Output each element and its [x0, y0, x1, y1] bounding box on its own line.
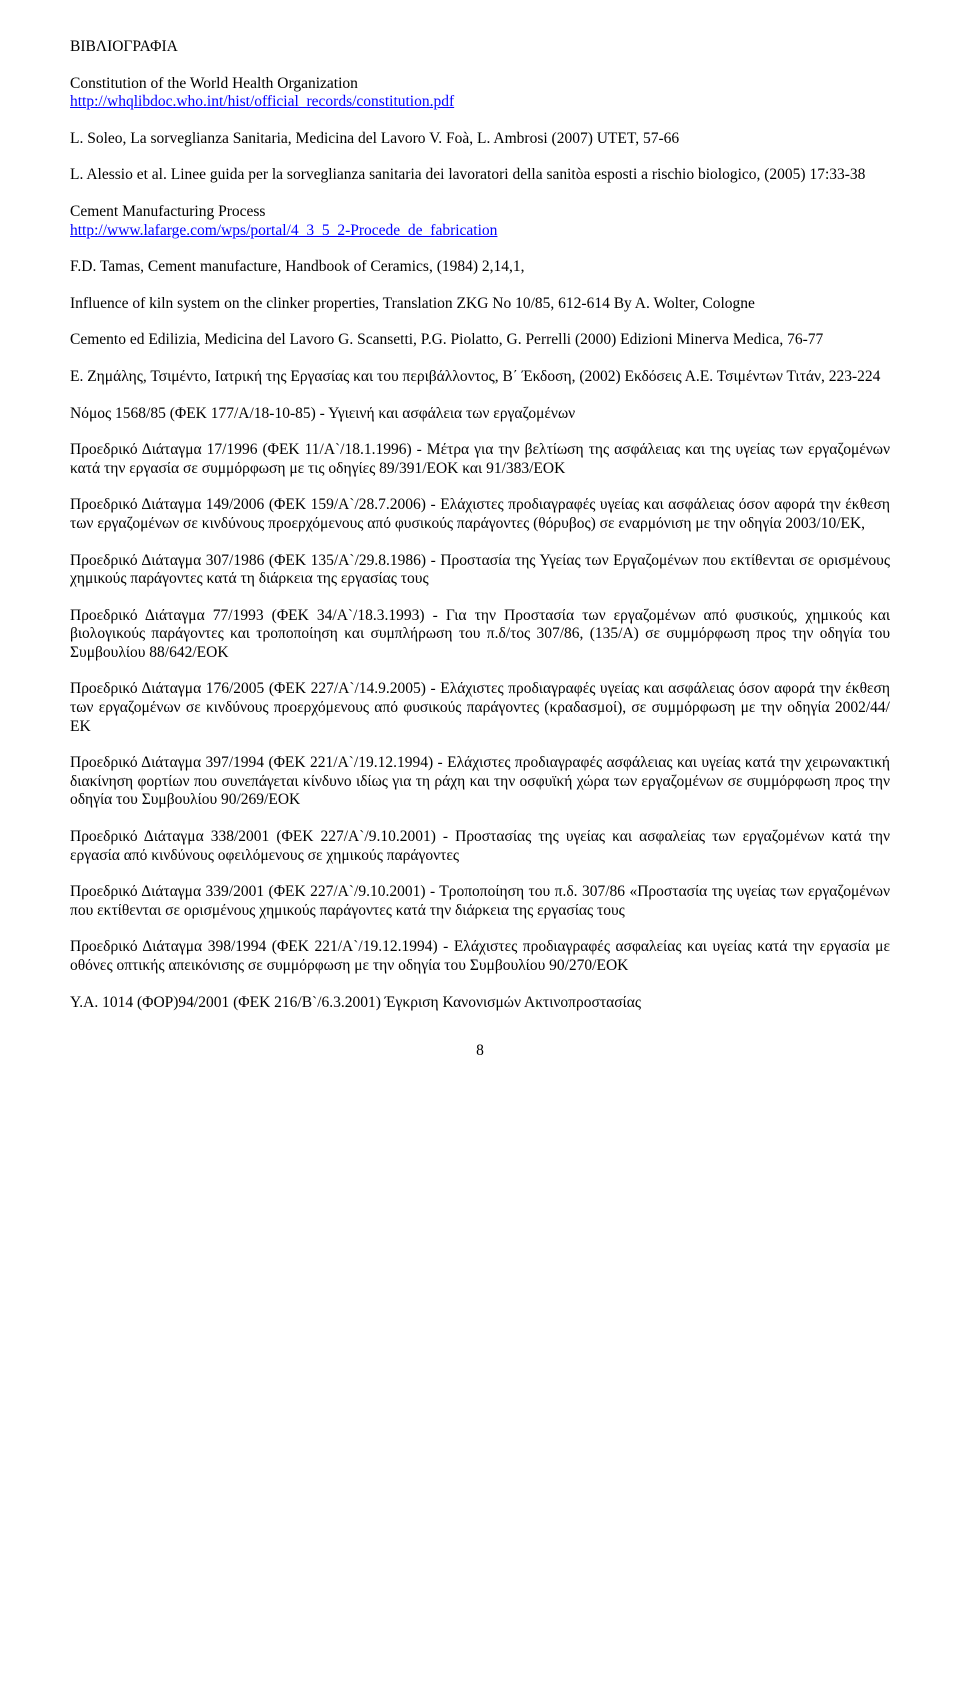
reference-text: Νόμος 1568/85 (ΦΕΚ 177/Α/18-10-85) - Υγι…	[70, 405, 575, 422]
reference-text: Προεδρικό Διάταγμα 398/1994 (ΦΕΚ 221/Α`/…	[70, 938, 890, 974]
reference-link[interactable]: http://www.lafarge.com/wps/portal/4_3_5_…	[70, 222, 497, 239]
bibliography-entry: L. Alessio et al. Linee guida per la sor…	[70, 166, 890, 185]
bibliography-entry: Constitution of the World Health Organiz…	[70, 75, 890, 112]
bibliography-entry: Προεδρικό Διάταγμα 149/2006 (ΦΕΚ 159/Α`/…	[70, 496, 890, 533]
reference-text: F.D. Tamas, Cement manufacture, Handbook…	[70, 258, 525, 275]
bibliography-entry: Προεδρικό Διάταγμα 339/2001 (ΦΕΚ 227/Α`/…	[70, 883, 890, 920]
bibliography-entry: Cemento ed Edilizia, Medicina del Lavoro…	[70, 331, 890, 350]
reference-text: Cement Manufacturing Process	[70, 203, 265, 220]
reference-text: Προεδρικό Διάταγμα 338/2001 (ΦΕΚ 227/Α`/…	[70, 828, 890, 864]
reference-text: Προεδρικό Διάταγμα 397/1994 (ΦΕΚ 221/Α`/…	[70, 754, 890, 808]
reference-text: L. Alessio et al. Linee guida per la sor…	[70, 166, 865, 183]
bibliography-entry: Προεδρικό Διάταγμα 307/1986 (ΦΕΚ 135/Α`/…	[70, 552, 890, 589]
reference-text: Προεδρικό Διάταγμα 307/1986 (ΦΕΚ 135/Α`/…	[70, 552, 890, 588]
reference-text: Constitution of the World Health Organiz…	[70, 75, 358, 92]
bibliography-entry: Προεδρικό Διάταγμα 77/1993 (ΦΕΚ 34/Α`/18…	[70, 607, 890, 663]
bibliography-entries: Constitution of the World Health Organiz…	[70, 75, 890, 1013]
bibliography-entry: Νόμος 1568/85 (ΦΕΚ 177/Α/18-10-85) - Υγι…	[70, 405, 890, 424]
reference-text: Προεδρικό Διάταγμα 77/1993 (ΦΕΚ 34/Α`/18…	[70, 607, 890, 661]
bibliography-entry: Προεδρικό Διάταγμα 338/2001 (ΦΕΚ 227/Α`/…	[70, 828, 890, 865]
bibliography-entry: Προεδρικό Διάταγμα 176/2005 (ΦΕΚ 227/Α`/…	[70, 680, 890, 736]
reference-text: Προεδρικό Διάταγμα 149/2006 (ΦΕΚ 159/Α`/…	[70, 496, 890, 532]
reference-text: Ε. Ζημάλης, Τσιμέντο, Ιατρική της Εργασί…	[70, 368, 880, 385]
bibliography-title: ΒΙΒΛΙΟΓΡΑΦΙΑ	[70, 38, 890, 57]
reference-text: Προεδρικό Διάταγμα 17/1996 (ΦΕΚ 11/Α`/18…	[70, 441, 890, 477]
page-number: 8	[70, 1042, 890, 1061]
reference-text: Προεδρικό Διάταγμα 176/2005 (ΦΕΚ 227/Α`/…	[70, 680, 890, 734]
bibliography-entry: Προεδρικό Διάταγμα 397/1994 (ΦΕΚ 221/Α`/…	[70, 754, 890, 810]
bibliography-entry: F.D. Tamas, Cement manufacture, Handbook…	[70, 258, 890, 277]
bibliography-entry: Υ.Α. 1014 (ΦΟΡ)94/2001 (ΦΕΚ 216/Β`/6.3.2…	[70, 994, 890, 1013]
bibliography-entry: L. Soleo, La sorveglianza Sanitaria, Med…	[70, 130, 890, 149]
reference-text: Υ.Α. 1014 (ΦΟΡ)94/2001 (ΦΕΚ 216/Β`/6.3.2…	[70, 994, 641, 1011]
reference-text: Cemento ed Edilizia, Medicina del Lavoro…	[70, 331, 823, 348]
reference-link[interactable]: http://whqlibdoc.who.int/hist/official_r…	[70, 93, 454, 110]
bibliography-entry: Προεδρικό Διάταγμα 398/1994 (ΦΕΚ 221/Α`/…	[70, 938, 890, 975]
bibliography-entry: Influence of kiln system on the clinker …	[70, 295, 890, 314]
bibliography-entry: Cement Manufacturing Process http://www.l…	[70, 203, 890, 240]
bibliography-entry: Προεδρικό Διάταγμα 17/1996 (ΦΕΚ 11/Α`/18…	[70, 441, 890, 478]
bibliography-entry: Ε. Ζημάλης, Τσιμέντο, Ιατρική της Εργασί…	[70, 368, 890, 387]
reference-text: L. Soleo, La sorveglianza Sanitaria, Med…	[70, 130, 679, 147]
reference-text: Influence of kiln system on the clinker …	[70, 295, 755, 312]
reference-text: Προεδρικό Διάταγμα 339/2001 (ΦΕΚ 227/Α`/…	[70, 883, 890, 919]
